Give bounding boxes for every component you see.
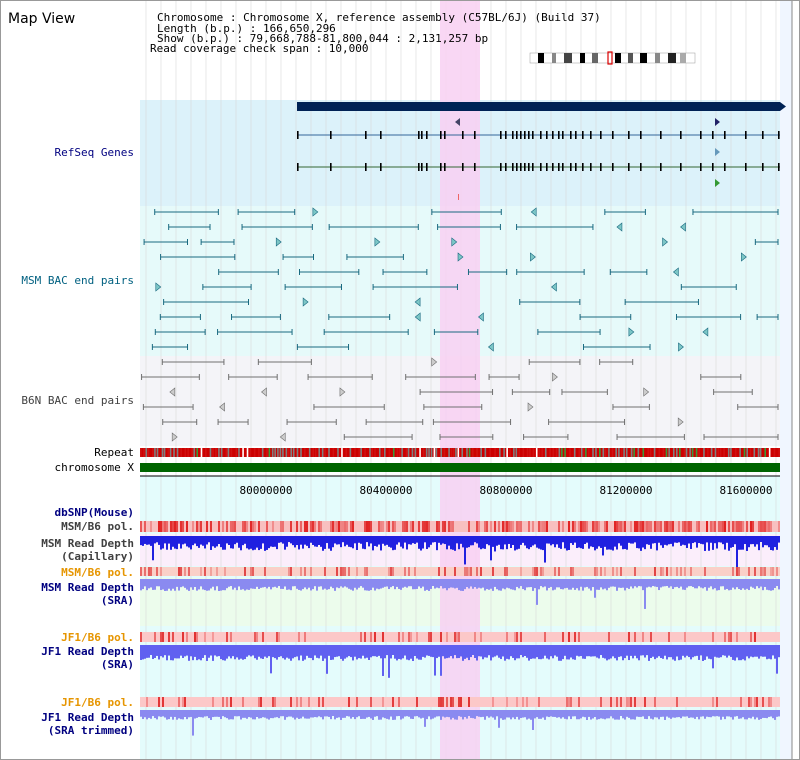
transcript-arrow-right-3	[715, 179, 720, 187]
msm-bac-pairs[interactable]	[143, 207, 779, 352]
position-axis: 80000000 80400000 80800000 81200000 8160…	[140, 475, 780, 497]
track-label-chromosome[interactable]: chromosome X	[55, 461, 135, 474]
track-label-jf1-depth-sra[interactable]: JF1 Read Depth	[41, 645, 134, 658]
refseq-genes[interactable]	[297, 102, 786, 200]
axis-tick-80400000: 80400000	[360, 484, 413, 497]
axis-tick-80800000: 80800000	[480, 484, 533, 497]
repeat-track[interactable]	[140, 448, 780, 457]
track-label-jf1-depth-trim-sub: (SRA trimmed)	[48, 724, 134, 737]
jf1-depth-sra-trimmed[interactable]	[140, 710, 780, 736]
axis-tick-81600000: 81600000	[720, 484, 773, 497]
track-label-jf1-b6-pol-2[interactable]: JF1/B6 pol.	[61, 696, 134, 709]
track-label-msm-bac[interactable]: MSM BAC end pairs	[21, 274, 134, 287]
map-view-title: Map View	[8, 11, 75, 27]
b6n-bac-pairs[interactable]	[141, 357, 779, 442]
track-label-b6n-bac[interactable]: B6N BAC end pairs	[21, 394, 134, 407]
msm-depth-capillary[interactable]	[140, 536, 780, 568]
track-label-jf1-depth-sra-sub: (SRA)	[101, 658, 134, 671]
ideogram-position-marker[interactable]	[607, 51, 613, 65]
jf1-depth-sra[interactable]	[140, 645, 780, 678]
track-label-jf1-b6-pol-1[interactable]: JF1/B6 pol.	[61, 631, 134, 644]
msm-depth-sra[interactable]	[140, 579, 780, 609]
track-label-msm-depth-sra-sub: (SRA)	[101, 594, 134, 607]
chromosome-info: Chromosome : Chromosome X, reference ass…	[157, 11, 601, 24]
track-label-msm-depth-cap[interactable]: MSM Read Depth	[41, 537, 134, 550]
axis-tick-80000000: 80000000	[240, 484, 293, 497]
axis-tick-81200000: 81200000	[600, 484, 653, 497]
chromosome-ideogram[interactable]	[529, 51, 696, 65]
length-info: Length (b.p.) : 166,650,296	[157, 22, 336, 35]
track-label-jf1-depth-trim[interactable]: JF1 Read Depth	[41, 711, 134, 724]
transcript-arrow-left	[455, 118, 460, 126]
track-label-dbsnp[interactable]: dbSNP(Mouse)	[55, 506, 134, 519]
msm-b6-pol-strip-1[interactable]	[140, 521, 780, 532]
jf1-b6-pol-strip-2[interactable]	[140, 697, 780, 707]
track-label-msm-depth-sra[interactable]: MSM Read Depth	[41, 581, 134, 594]
gene-bar-arrow	[780, 102, 786, 111]
msm-b6-pol-strip-2[interactable]	[140, 567, 780, 576]
right-edge	[780, 0, 792, 760]
transcript-arrow-right-2	[715, 148, 720, 156]
transcript-arrow-right-1	[715, 118, 720, 126]
chromosome-bar[interactable]	[140, 463, 780, 472]
track-label-repeat[interactable]: Repeat	[94, 446, 134, 459]
track-label-refseq[interactable]: RefSeq Genes	[55, 146, 134, 159]
jf1-b6-pol-strip-1[interactable]	[140, 632, 780, 642]
gene-bar-main[interactable]	[297, 102, 780, 111]
show-range-info: Show (b.p.) : 79,668,788-81,800,044 : 2,…	[157, 32, 488, 45]
track-label-msm-b6-pol-1[interactable]: MSM/B6 pol.	[61, 520, 134, 533]
track-label-msm-depth-cap-sub: (Capillary)	[61, 550, 134, 563]
coverage-span-info: Read coverage check span : 10,000	[150, 42, 369, 55]
track-label-msm-b6-pol-2[interactable]: MSM/B6 pol.	[61, 566, 134, 579]
